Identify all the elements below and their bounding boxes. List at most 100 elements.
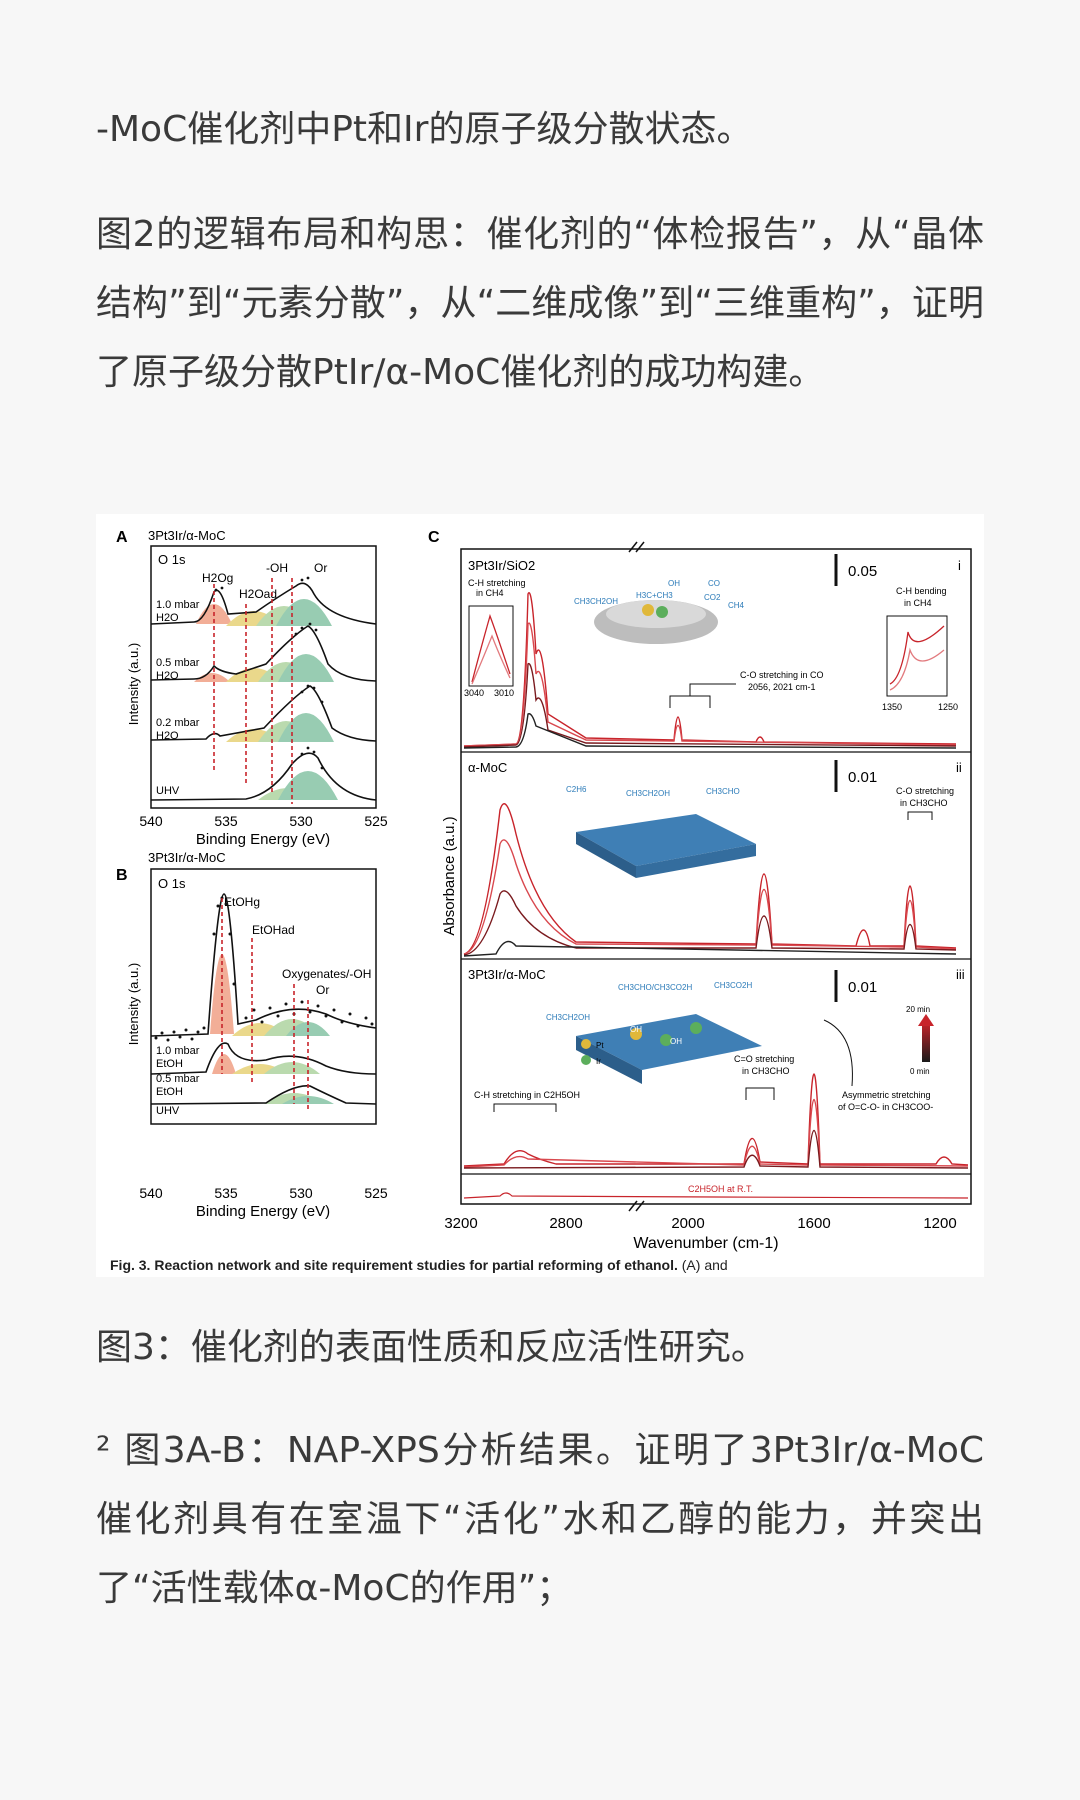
panel-c-i-l0: C-H stretching: [468, 578, 526, 588]
panel-b-trace3-l1: UHV: [156, 1105, 180, 1117]
panel-a-sample: 3Pt3Ir/α-MoC: [148, 528, 226, 543]
panel-c-iii-l7: C-H stretching in C2H5OH: [474, 1090, 580, 1100]
panel-b-peak-oxygenates: Oxygenates/-OH: [282, 967, 371, 981]
panel-b-peak-etohg: EtOHg: [224, 895, 260, 909]
panel-c-iii-l6: OH: [670, 1037, 682, 1046]
panel-c-iii-l4: Ir: [596, 1057, 601, 1066]
panel-c-drifts: C Absorbance (a.u.) 3Pt3Ir/SiO2 i 0.05 C…: [428, 529, 972, 1252]
panel-a-region: O 1s: [158, 552, 186, 567]
panel-c-frame: [460, 548, 972, 1205]
panel-c-i-l1: in CH4: [476, 588, 504, 598]
panel-c-iii-l11: of O=C-O- in CH3COO-: [838, 1102, 933, 1112]
panel-b-region: O 1s: [158, 876, 186, 891]
panel-a-trace4-l1: UHV: [156, 785, 180, 797]
panel-c-letter: C: [428, 529, 440, 546]
panel-a-trace1-l1: 1.0 mbar: [156, 599, 200, 611]
panel-a-trace2-l2: H2O: [156, 670, 179, 682]
panel-b-trace1-l1: 1.0 mbar: [156, 1045, 200, 1057]
panel-c-xtick-2000: 2000: [671, 1215, 704, 1232]
panel-b-xtick-525: 525: [364, 1185, 388, 1201]
panel-c-ii-l3: CH3CH2OH: [626, 789, 670, 798]
panel-c-iii-l14: C2H5OH at R.T.: [688, 1184, 753, 1194]
panel-c-i-name: 3Pt3Ir/SiO2: [468, 558, 535, 573]
panel-a-trace1-l2: H2O: [156, 612, 179, 624]
panel-b-xtick-535: 535: [214, 1185, 238, 1201]
panel-c-ii-l1: in CH3CHO: [900, 798, 948, 808]
panel-c-iii-name: 3Pt3Ir/α-MoC: [468, 967, 546, 982]
panel-b-trace2-l2: EtOH: [156, 1086, 183, 1098]
panel-c-i-l6: C-H bending: [896, 586, 947, 596]
panel-a-xtick-525: 525: [364, 813, 388, 829]
panel-c-i-l2: 3040: [464, 688, 484, 698]
panel-c-i-l13: CO: [708, 579, 720, 588]
panel-c-iii-roman: iii: [956, 967, 965, 982]
panel-c-xtick-2800: 2800: [549, 1215, 582, 1232]
panel-c-iii-l8: C=O stretching: [734, 1054, 794, 1064]
panel-b-peak-etohad: EtOHad: [252, 923, 295, 937]
panel-b-ylabel: Intensity (a.u.): [126, 963, 141, 1045]
panel-c-i-scale: 0.05: [848, 563, 877, 580]
panel-a-peak-or: Or: [314, 561, 327, 575]
panel-b-peak-or: Or: [316, 983, 329, 997]
panel-c-iii-l13: 0 min: [910, 1067, 930, 1076]
figure-3-image: A 3Pt3Ir/α-MoC O 1s Intensity (a.u.) H2O…: [96, 514, 984, 1277]
panel-b-xtick-530: 530: [289, 1185, 313, 1201]
panel-c-i-l12: OH: [668, 579, 680, 588]
panel-a-trace2-l1: 0.5 mbar: [156, 657, 200, 669]
panel-a-trace3-l2: H2O: [156, 730, 179, 742]
panel-b-sample: 3Pt3Ir/α-MoC: [148, 850, 226, 865]
panel-c-i-l7: in CH4: [904, 598, 932, 608]
panel-c-iii-l3: Pt: [596, 1041, 604, 1050]
panel-c-ii-l4: CH3CHO: [706, 787, 740, 796]
panel-a-xlabel: Binding Energy (eV): [196, 831, 330, 848]
panel-a-xtick-535: 535: [214, 813, 238, 829]
paragraph-figure3-title: 图3：催化剂的表面性质和反应活性研究。: [96, 1327, 767, 1368]
panel-b-trace2-l1: 0.5 mbar: [156, 1073, 200, 1085]
panel-c-iii-l12: 20 min: [906, 1005, 930, 1014]
panel-c-i-l5: 2056, 2021 cm-1: [748, 682, 816, 692]
panel-a-letter: A: [116, 529, 128, 546]
figure-caption: Fig. 3. Reaction network and site requir…: [110, 1257, 728, 1273]
panel-c-iii-l0: CH3CHO/CH3CO2H: [618, 983, 692, 992]
figure-caption-rest: (A) and: [678, 1257, 728, 1273]
panel-c-i-l4: C-O stretching in CO: [740, 670, 824, 680]
panel-a-xtick-540: 540: [139, 813, 163, 829]
paragraph-figure3ab-summary: ² 图3A-B：NAP-XPS分析结果。证明了3Pt3Ir/α-MoC催化剂具有…: [96, 1430, 984, 1609]
panel-b-xlabel: Binding Energy (eV): [196, 1203, 330, 1220]
panel-c-iii-l1: CH3CO2H: [714, 981, 752, 990]
panel-a-frame: [150, 545, 377, 809]
panel-c-ii-l0: C-O stretching: [896, 786, 954, 796]
panel-c-i-l15: CH4: [728, 601, 745, 610]
panel-a-peak-h2og: H2Og: [202, 571, 233, 585]
panel-c-ii-roman: ii: [956, 760, 962, 775]
panel-c-i-l8: 1350: [882, 702, 902, 712]
panel-c-i-l11: H3C+CH3: [636, 591, 673, 600]
panel-c-iii-scale: 0.01: [848, 979, 877, 996]
panel-c-xlabel: Wavenumber (cm-1): [633, 1235, 778, 1252]
figure-caption-bold: Fig. 3. Reaction network and site requir…: [110, 1257, 678, 1273]
panel-c-i-roman: i: [958, 558, 961, 573]
panel-c-xtick-1200: 1200: [923, 1215, 956, 1232]
paragraph-intro-end: -MoC催化剂中Pt和Ir的原子级分散状态。: [96, 109, 753, 150]
panel-a-peak-oh: -OH: [266, 561, 288, 575]
panel-b-letter: B: [116, 867, 128, 884]
panel-c-xtick-1600: 1600: [797, 1215, 830, 1232]
panel-c-xtick-3200: 3200: [444, 1215, 477, 1232]
panel-c-ylabel: Absorbance (a.u.): [441, 816, 458, 935]
panel-b-xps-ethanol: B 3Pt3Ir/α-MoC O 1s Intensity (a.u.) EtO…: [116, 850, 388, 1220]
panel-a-ylabel: Intensity (a.u.): [126, 643, 141, 725]
panel-b-frame: [150, 868, 377, 1125]
panel-c-i-l3: 3010: [494, 688, 514, 698]
panel-a-peak-h2oad: H2Oad: [239, 587, 277, 601]
panel-c-ii-scale: 0.01: [848, 769, 877, 786]
panel-c-iii-l9: in CH3CHO: [742, 1066, 790, 1076]
panel-a-xtick-530: 530: [289, 813, 313, 829]
panel-c-iii-l10: Asymmetric stretching: [842, 1090, 931, 1100]
panel-c-i-l14: CO2: [704, 593, 721, 602]
panel-c-ii-name: α-MoC: [468, 760, 507, 775]
panel-a-trace3-l1: 0.2 mbar: [156, 717, 200, 729]
panel-c-iii-l2: CH3CH2OH: [546, 1013, 590, 1022]
paragraph-figure2-logic: 图2的逻辑布局和构思：催化剂的“体检报告”，从“晶体结构”到“元素分散”，从“二…: [96, 214, 984, 393]
panel-c-ii-l2: C2H6: [566, 785, 587, 794]
panel-c-i-l10: CH3CH2OH: [574, 597, 618, 606]
